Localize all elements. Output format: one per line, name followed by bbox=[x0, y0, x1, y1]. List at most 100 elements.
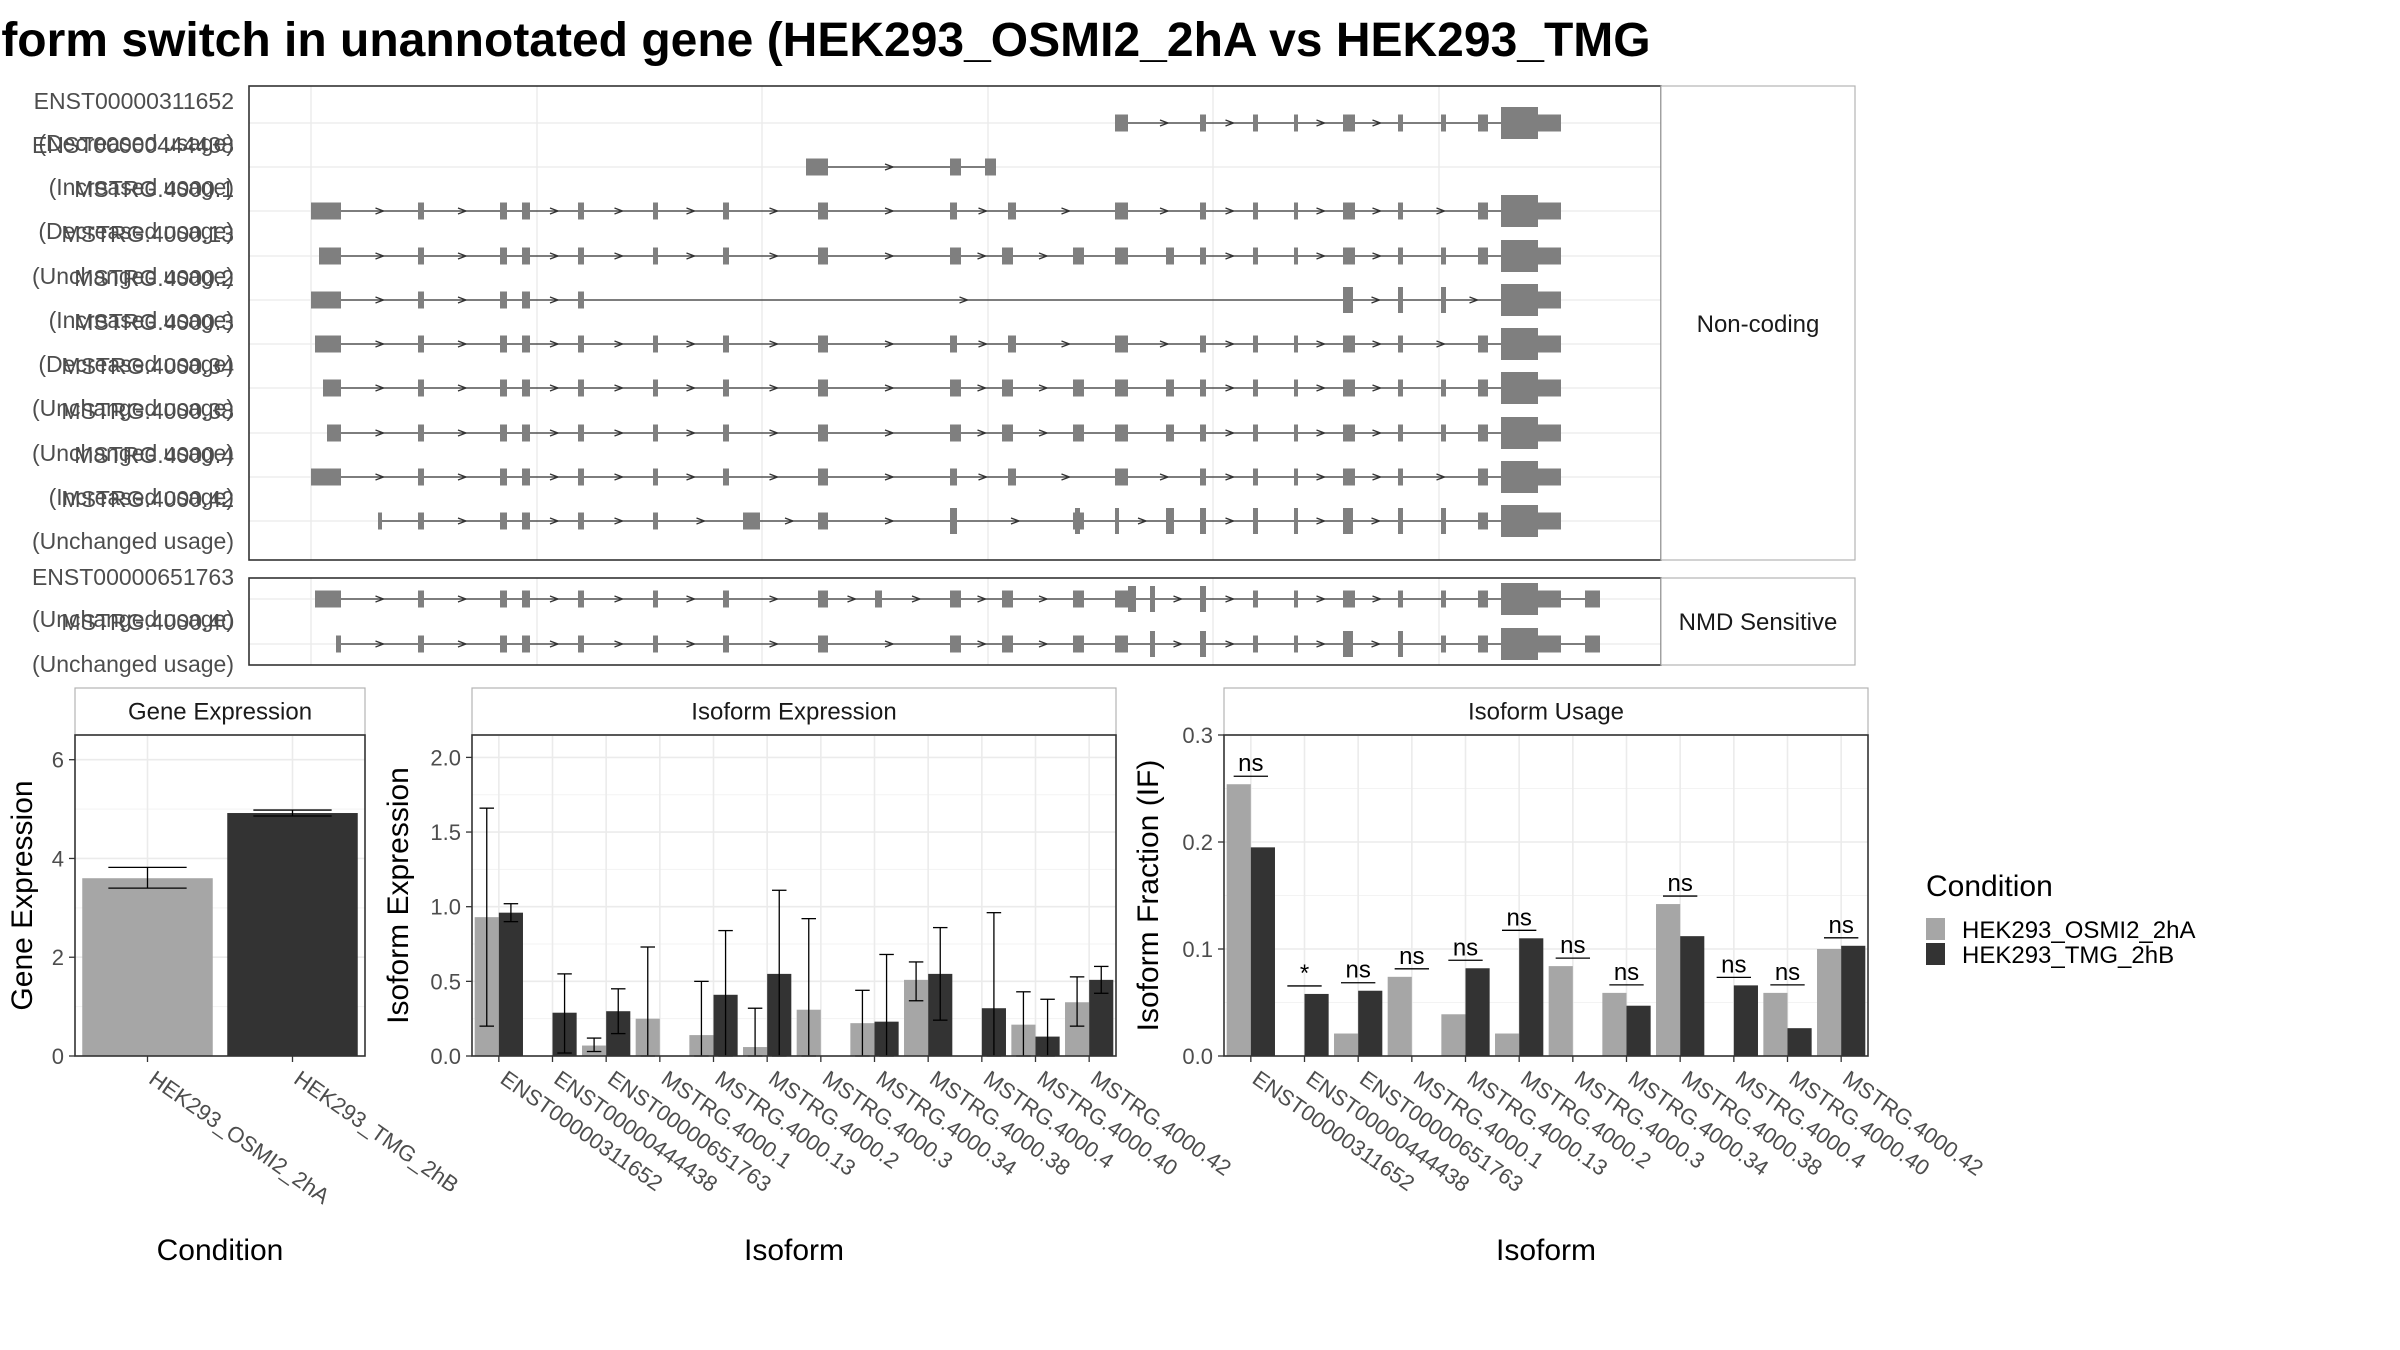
exon bbox=[653, 512, 658, 530]
exon bbox=[500, 424, 507, 442]
exon bbox=[1115, 202, 1128, 220]
exon bbox=[1538, 468, 1561, 486]
exon bbox=[950, 335, 957, 353]
transcript-labels: ENST00000311652(Decreased usage)ENST0000… bbox=[32, 88, 234, 677]
strand-arrow bbox=[1173, 595, 1184, 603]
strand-arrow bbox=[1061, 473, 1072, 481]
exon bbox=[1253, 468, 1258, 486]
exon bbox=[1294, 247, 1298, 265]
exon bbox=[1200, 202, 1206, 220]
strand-arrow bbox=[978, 340, 989, 348]
transcript-track bbox=[311, 284, 1561, 316]
y-tick-label: 0 bbox=[52, 1044, 64, 1069]
strand-arrow bbox=[1225, 473, 1236, 481]
strand-arrow bbox=[686, 640, 697, 648]
strand-arrow bbox=[1372, 207, 1383, 215]
transcript-usage-label: (Unchanged usage) bbox=[32, 651, 234, 677]
exon bbox=[1501, 240, 1538, 272]
strand-arrow bbox=[375, 384, 386, 392]
transcript-track bbox=[806, 158, 996, 176]
exon bbox=[1002, 424, 1013, 442]
strand-arrow bbox=[686, 429, 697, 437]
x-axis-title: Isoform bbox=[744, 1234, 844, 1267]
structure-panel-noncoding: Non-coding bbox=[248, 85, 1856, 561]
exon bbox=[1073, 247, 1084, 265]
strand-arrow bbox=[884, 429, 895, 437]
significance-label: ns bbox=[1667, 870, 1692, 897]
exon bbox=[818, 424, 828, 442]
significance-label: ns bbox=[1614, 959, 1639, 986]
exon bbox=[1441, 508, 1446, 534]
exon bbox=[578, 512, 584, 530]
exon bbox=[1343, 379, 1355, 397]
bar bbox=[1602, 992, 1627, 1056]
transcript-usage-label: (Decreased usage) bbox=[38, 130, 234, 156]
panel-strip bbox=[471, 687, 1117, 736]
strand-arrow bbox=[1225, 429, 1236, 437]
exon bbox=[315, 590, 341, 608]
exon bbox=[1398, 508, 1403, 534]
bar bbox=[82, 878, 213, 1056]
exon bbox=[653, 247, 658, 265]
exon bbox=[1002, 247, 1013, 265]
exon bbox=[653, 590, 658, 608]
strand-arrow bbox=[1316, 595, 1327, 603]
exon bbox=[653, 202, 658, 220]
strand-arrow bbox=[977, 640, 988, 648]
legend-label-condA: HEK293_OSMI2_2hA bbox=[1962, 917, 2195, 944]
strand-arrow bbox=[549, 296, 560, 304]
exon bbox=[1008, 335, 1016, 353]
exon bbox=[875, 590, 882, 608]
strand-arrow bbox=[769, 340, 780, 348]
significance-label: ns bbox=[1399, 943, 1424, 970]
exon bbox=[1398, 631, 1403, 657]
error-bar bbox=[586, 1037, 602, 1053]
exon bbox=[1441, 424, 1446, 442]
transcript-id-label: MSTRG.4000.34 bbox=[61, 353, 234, 379]
exon bbox=[1294, 590, 1298, 608]
exon bbox=[1478, 202, 1488, 220]
panel-strip bbox=[1223, 687, 1869, 736]
strand-arrow bbox=[614, 517, 625, 525]
strand-arrow bbox=[1225, 517, 1236, 525]
exon bbox=[1501, 505, 1538, 537]
significance-label: ns bbox=[1828, 912, 1853, 939]
strand-arrow bbox=[1137, 517, 1148, 525]
exon bbox=[1538, 379, 1561, 397]
exon bbox=[578, 379, 584, 397]
exon bbox=[1002, 635, 1013, 653]
exon bbox=[1115, 379, 1128, 397]
strand-arrow bbox=[1173, 640, 1184, 648]
strand-arrow bbox=[977, 384, 988, 392]
transcript-track bbox=[319, 240, 1561, 272]
strand-arrow bbox=[1038, 252, 1049, 260]
strand-arrow bbox=[1225, 595, 1236, 603]
strand-arrow bbox=[1372, 384, 1383, 392]
exon bbox=[1200, 468, 1206, 486]
exon bbox=[1538, 202, 1561, 220]
transcript-tracks-nmd bbox=[315, 583, 1600, 660]
bar bbox=[1334, 1033, 1359, 1056]
exon bbox=[1253, 424, 1258, 442]
strand-arrow bbox=[769, 252, 780, 260]
strand-arrow bbox=[1316, 473, 1327, 481]
y-tick-label: 0.3 bbox=[1182, 723, 1213, 748]
strand-arrow bbox=[1436, 207, 1447, 215]
exon bbox=[1008, 468, 1016, 486]
exon bbox=[323, 379, 341, 397]
transcript-usage-label: (Unchanged usage) bbox=[32, 395, 234, 421]
exon bbox=[1501, 417, 1538, 449]
significance-label: ns bbox=[1238, 750, 1263, 777]
exon bbox=[1441, 379, 1446, 397]
strand-arrow bbox=[884, 340, 895, 348]
strip-label-noncoding: Non-coding bbox=[1697, 311, 1820, 338]
exon bbox=[1398, 287, 1403, 313]
exon bbox=[500, 202, 507, 220]
transcript-id-label: MSTRG.4000.13 bbox=[61, 221, 234, 247]
y-tick-label: 1.0 bbox=[430, 895, 461, 920]
isoform-expression-panel: Isoform Expression0.00.51.01.52.0ENST000… bbox=[382, 687, 1236, 1267]
strand-arrow bbox=[457, 384, 468, 392]
error-bar bbox=[557, 973, 572, 1054]
transcript-id-label: ENST00000311652 bbox=[34, 88, 234, 114]
exon bbox=[1441, 635, 1446, 653]
